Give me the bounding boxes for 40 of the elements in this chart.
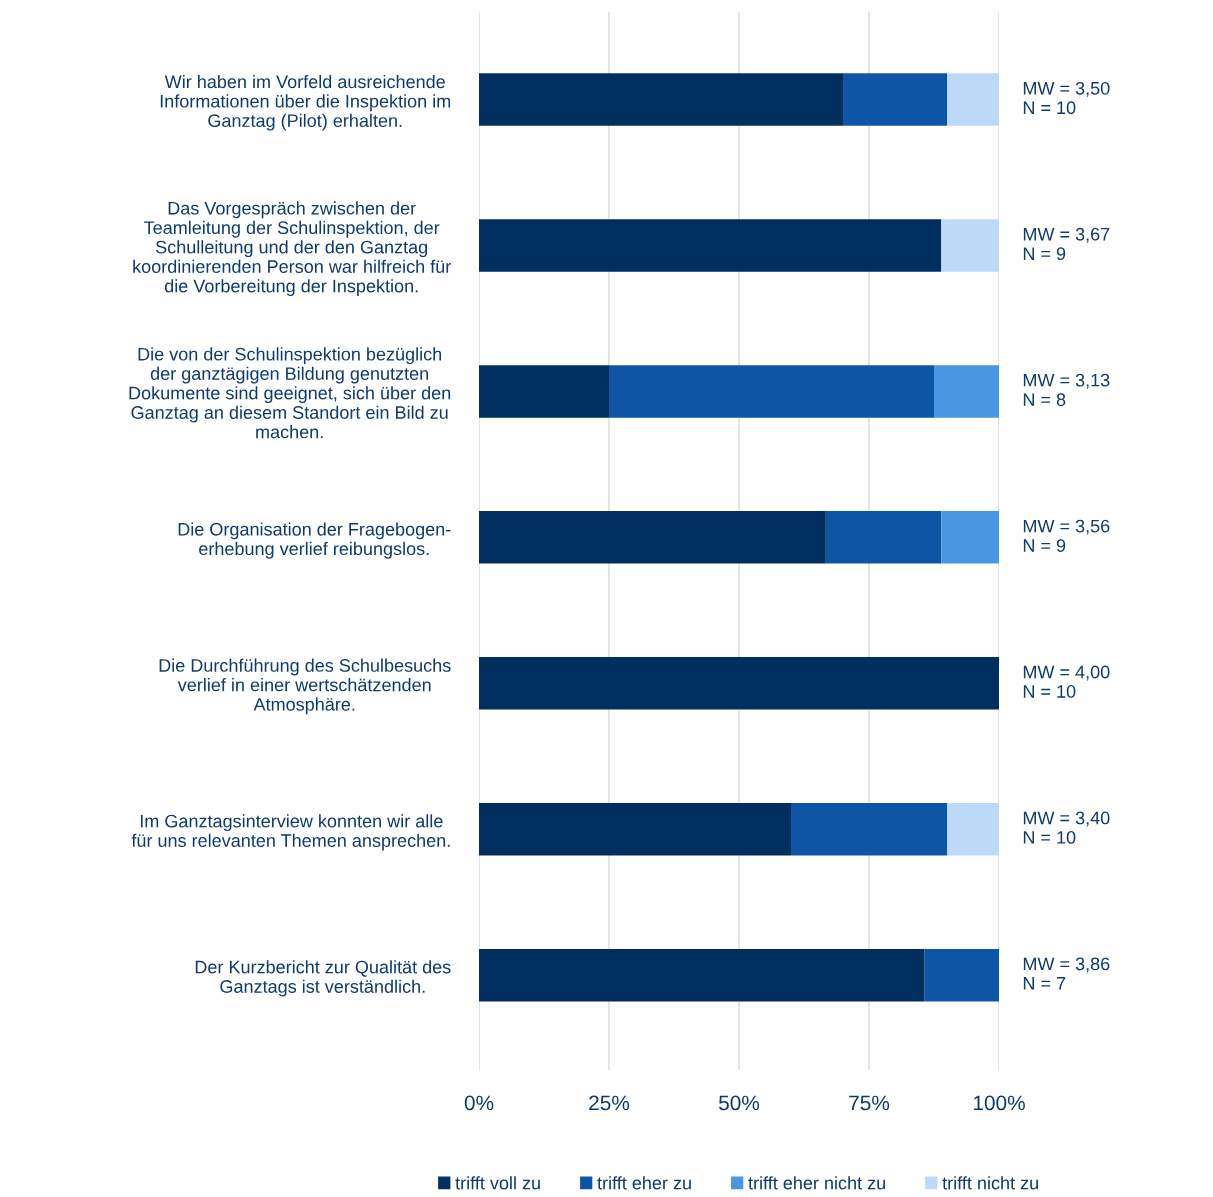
bar [825,511,942,564]
legend-label: trifft nicht zu [942,1176,1038,1190]
text: MW = 3,40 N = 10 [1023,811,1110,844]
y-tick-label: Die Organisation der Fragebogen- erhebung verlief reibungslos. [178,522,451,559]
bar [934,365,999,418]
bar [479,511,826,564]
bar [479,365,609,418]
bar [479,73,843,126]
text: MW = 3,67 N = 9 [1023,227,1110,261]
bar [479,948,925,1002]
bar [924,948,999,1002]
bar [479,219,942,272]
text: MW = 3,50 N = 10 [1023,81,1110,115]
bar [947,73,999,126]
bar [791,802,947,856]
text: MW = 3,13 N = 8 [1023,373,1110,406]
legend-label: trifft eher nicht zu [748,1176,885,1190]
x-tick-label: 100% [973,1095,1025,1111]
y-tick-label: Die Durchführung des Schulbesuchs verlief in einer wertschätzenden Atmosphäre. [159,658,451,715]
text: MW = 3,56 N = 9 [1023,519,1110,552]
bar [947,802,999,856]
x-tick-label: 0% [464,1095,494,1111]
y-tick-label: Im Ganztagsinterview konnten wir alle für uns relevanten Themen ansprechen. [131,814,450,851]
bar [941,511,999,564]
x-tick-label: 75% [849,1095,890,1111]
bar [479,657,999,710]
legend-label: trifft voll zu [455,1176,540,1190]
text: MW = 4,00 N = 10 [1023,665,1110,698]
bar [843,73,947,126]
x-tick-label: 50% [718,1095,760,1111]
y-tick-label: Die von der Schulinspektion bezüglich der ganztägigen Bildung genutzten Dokumente sind geeignet, sich über den Ganztag an diesem Standort ein Bild zu machen. [129,347,451,439]
bar [609,365,934,418]
bar [941,219,999,272]
legend-label: trifft eher zu [597,1176,691,1190]
x-tick-label: 25% [589,1095,630,1111]
bar [479,802,791,856]
y-tick-label: Das Vorgespräch zwischen der Teamleitung der Schulinspektion, der Schulleitung und der den Ganztag koordinierenden Person war hilfreich für die Vorbereitung der Inspektion. [133,201,451,296]
text: MW = 3,86 N = 7 [1023,957,1110,990]
y-tick-label: Wir haben im Vorfeld ausreichende Informationen über die Inspektion im Ganztag (Pilot) erhalten. [160,74,451,131]
y-tick-label: Der Kurzbericht zur Qualität des Ganztags ist verständlich. [195,960,451,997]
